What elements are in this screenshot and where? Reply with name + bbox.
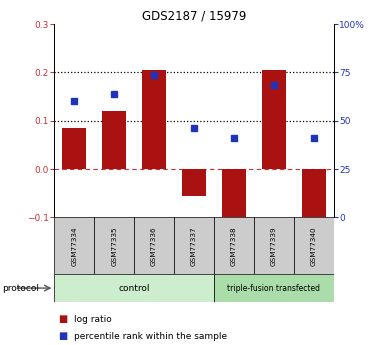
Text: log ratio: log ratio [74, 315, 111, 324]
Text: protocol: protocol [2, 284, 39, 293]
Bar [254, 217, 294, 274]
Text: GSM77336: GSM77336 [151, 226, 157, 266]
Text: ■: ■ [58, 332, 68, 341]
Bar [134, 217, 174, 274]
Text: GSM77334: GSM77334 [71, 226, 77, 266]
Text: GSM77337: GSM77337 [191, 226, 197, 266]
Bar [102, 111, 126, 169]
Bar [222, 169, 246, 220]
Bar [54, 274, 214, 302]
Bar [262, 70, 286, 169]
Bar [174, 217, 214, 274]
Bar [214, 274, 334, 302]
Bar [214, 217, 254, 274]
Text: ■: ■ [58, 314, 68, 324]
Bar [94, 217, 134, 274]
Text: GSM77335: GSM77335 [111, 226, 117, 266]
Bar [62, 128, 86, 169]
Text: GSM77338: GSM77338 [231, 226, 237, 266]
Text: control: control [118, 284, 150, 293]
Text: percentile rank within the sample: percentile rank within the sample [74, 332, 227, 341]
Text: triple-fusion transfected: triple-fusion transfected [227, 284, 320, 293]
Bar [142, 70, 166, 169]
Bar [302, 169, 326, 220]
Bar [182, 169, 206, 196]
Text: GSM77340: GSM77340 [311, 226, 317, 266]
Bar [294, 217, 334, 274]
Text: GSM77339: GSM77339 [271, 226, 277, 266]
Title: GDS2187 / 15979: GDS2187 / 15979 [142, 10, 246, 23]
Bar [54, 217, 94, 274]
